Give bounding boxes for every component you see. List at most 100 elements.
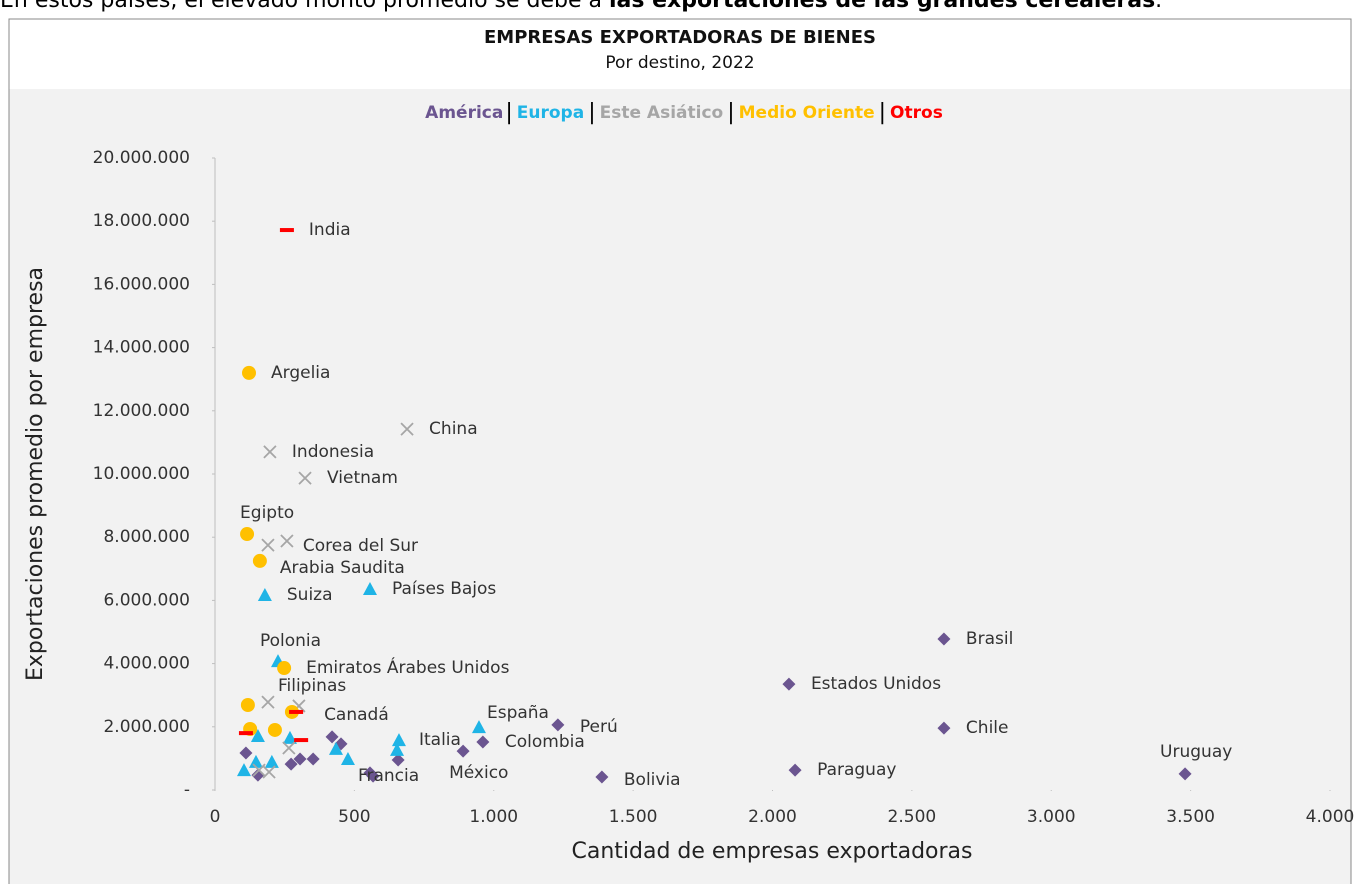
point xyxy=(390,742,405,756)
plot-background xyxy=(9,89,1351,884)
point xyxy=(595,770,609,784)
x-tick-label: 4.000 xyxy=(1306,807,1355,827)
y-tick-label: 2.000.000 xyxy=(103,717,190,737)
point xyxy=(471,720,486,734)
legend-entry: Este Asiático xyxy=(600,103,724,123)
point xyxy=(306,752,320,766)
point-label: México xyxy=(449,763,508,783)
point-label: Paraguay xyxy=(817,760,896,780)
intro-plain: En estos países, el elevado monto promed… xyxy=(0,0,609,13)
point xyxy=(261,695,275,709)
legend-separator: | xyxy=(879,100,886,125)
point xyxy=(240,527,255,542)
legend-entry: América xyxy=(425,103,503,123)
y-tick-label: 12.000.000 xyxy=(93,401,190,421)
point-label: Chile xyxy=(966,718,1009,738)
point-label: Canadá xyxy=(324,705,389,725)
y-tick-label: 18.000.000 xyxy=(93,211,190,231)
point-label: Filipinas xyxy=(278,676,346,696)
y-tick-label: 20.000.000 xyxy=(93,148,190,168)
point xyxy=(284,757,298,771)
point-label: Estados Unidos xyxy=(811,674,941,694)
point xyxy=(257,588,272,602)
y-tick-label: 6.000.000 xyxy=(103,590,190,610)
y-tick-label: 8.000.000 xyxy=(103,527,190,547)
point-label: Brasil xyxy=(966,629,1013,649)
point xyxy=(293,752,307,766)
point xyxy=(261,538,275,552)
point xyxy=(782,677,796,691)
point xyxy=(280,534,294,548)
point xyxy=(236,763,251,777)
legend-entry: Otros xyxy=(890,103,943,123)
point xyxy=(282,730,297,744)
point xyxy=(363,766,377,780)
x-axis-label: Cantidad de empresas exportadoras xyxy=(571,839,972,864)
x-tick-label: 500 xyxy=(338,807,370,827)
point-label: Colombia xyxy=(505,732,585,752)
x-tick-label: 0 xyxy=(210,807,221,827)
point-label: Arabia Saudita xyxy=(280,558,405,578)
point-label: Polonia xyxy=(260,631,321,651)
point xyxy=(252,553,267,568)
point-label: Argelia xyxy=(271,363,330,383)
point xyxy=(325,730,339,744)
point xyxy=(937,721,951,735)
point xyxy=(289,709,304,714)
point-label: Corea del Sur xyxy=(303,536,418,556)
point xyxy=(551,718,565,732)
x-tick-label: 1.500 xyxy=(609,807,658,827)
point xyxy=(788,763,802,777)
y-tick-label: 10.000.000 xyxy=(93,464,190,484)
legend-entry: Europa xyxy=(517,103,584,123)
legend-separator: | xyxy=(505,100,512,125)
intro-end: . xyxy=(1155,0,1163,13)
point-label: Perú xyxy=(580,717,618,737)
point xyxy=(340,752,355,766)
legend-separator: | xyxy=(727,100,734,125)
point xyxy=(264,754,279,768)
x-tick-label: 3.500 xyxy=(1166,807,1215,827)
x-tick-label: 2.000 xyxy=(748,807,797,827)
y-tick-label: 4.000.000 xyxy=(103,654,190,674)
point-label: Italia xyxy=(419,730,461,750)
point-label: Indonesia xyxy=(292,442,374,462)
point xyxy=(476,735,490,749)
point-label: China xyxy=(429,419,478,439)
point xyxy=(298,471,312,485)
point-label: Emiratos Árabes Unidos xyxy=(306,656,509,678)
legend: América| Europa | Este Asiático | Medio Orien… xyxy=(425,100,943,125)
x-tick-label: 1.000 xyxy=(469,807,518,827)
point xyxy=(1178,767,1192,781)
point xyxy=(252,763,266,777)
point xyxy=(267,722,282,737)
point xyxy=(456,744,470,758)
point xyxy=(400,422,414,436)
point xyxy=(282,741,296,755)
point-label: Vietnam xyxy=(327,468,398,488)
point xyxy=(328,741,343,755)
point xyxy=(248,754,263,768)
point xyxy=(277,661,292,676)
point xyxy=(937,632,951,646)
chart-title: EMPRESAS EXPORTADORAS DE BIENES xyxy=(484,27,876,48)
point-label: España xyxy=(487,703,549,723)
point xyxy=(239,746,253,760)
point xyxy=(263,445,277,459)
point xyxy=(240,697,255,712)
point xyxy=(242,365,257,380)
x-tick-label: 2.500 xyxy=(888,807,937,827)
chart-subtitle: Por destino, 2022 xyxy=(605,53,754,73)
y-tick-label: 16.000.000 xyxy=(93,274,190,294)
x-tick-label: 3.000 xyxy=(1027,807,1076,827)
intro-text: En estos países, el elevado monto promed… xyxy=(0,0,1162,13)
point xyxy=(391,753,405,767)
legend-entry: Medio Oriente xyxy=(739,103,875,123)
point-label: India xyxy=(309,220,351,240)
point-label: Uruguay xyxy=(1160,742,1232,762)
y-tick-label: - xyxy=(184,780,190,800)
point xyxy=(294,738,309,743)
y-tick-label: 14.000.000 xyxy=(93,338,190,358)
